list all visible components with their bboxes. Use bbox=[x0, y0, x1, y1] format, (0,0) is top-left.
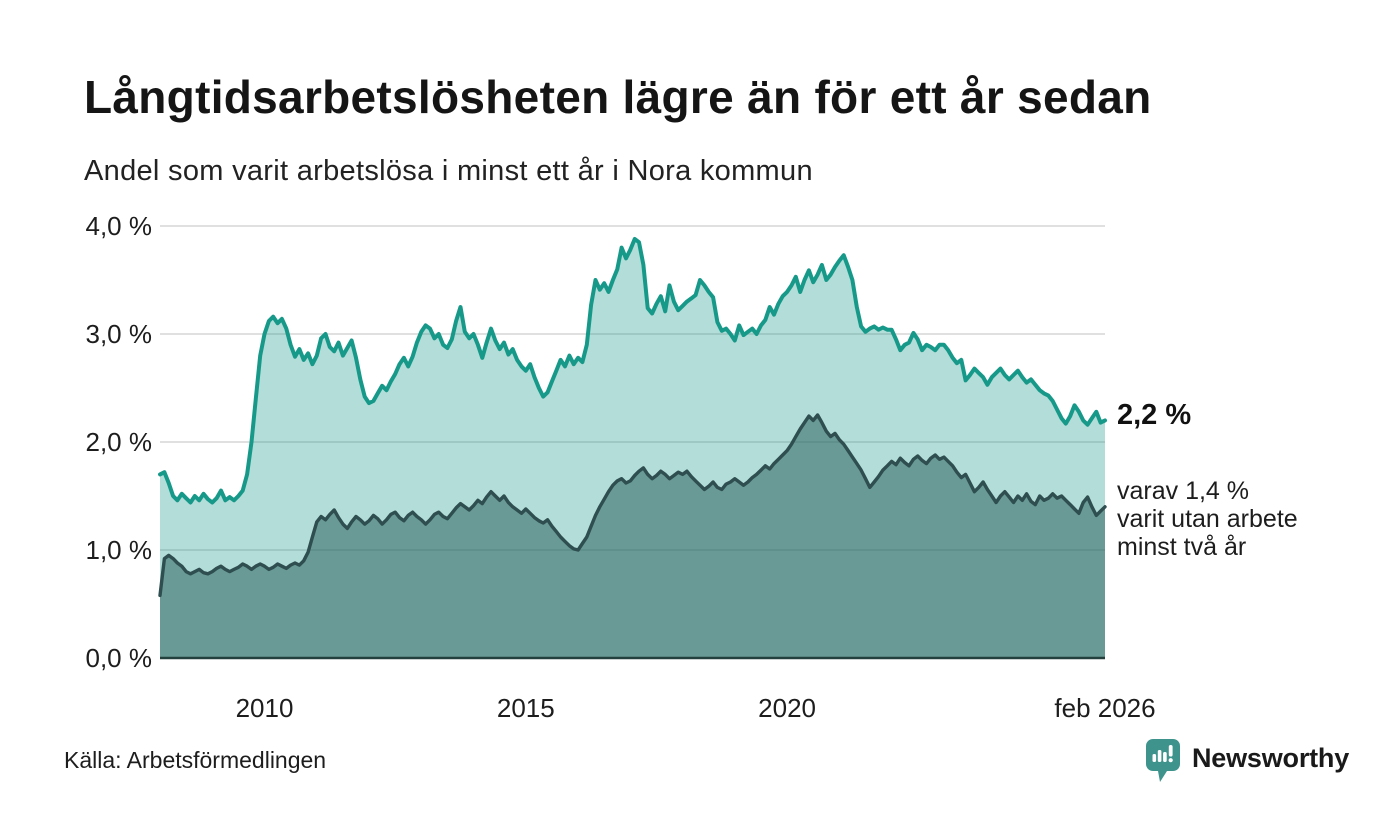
y-axis-tick: 1,0 % bbox=[85, 535, 153, 565]
x-axis-tick: 2020 bbox=[758, 693, 817, 723]
y-axis-tick: 4,0 % bbox=[85, 211, 153, 241]
x-axis-tick: 2010 bbox=[235, 693, 294, 723]
page-title: Långtidsarbetslösheten lägre än för ett … bbox=[84, 71, 1152, 123]
y-axis-tick: 0,0 % bbox=[85, 643, 153, 673]
x-axis-tick: feb 2026 bbox=[1054, 693, 1156, 723]
newsworthy-logo-text: Newsworthy bbox=[1192, 743, 1350, 773]
y-axis-tick: 3,0 % bbox=[85, 319, 153, 349]
page-subtitle: Andel som varit arbetslösa i minst ett å… bbox=[84, 155, 813, 187]
newsworthy-chart-bubble-icon bbox=[1146, 739, 1180, 782]
y-axis-tick: 2,0 % bbox=[85, 427, 153, 457]
series-area-1 bbox=[160, 415, 1105, 658]
series-line-0 bbox=[158, 237, 1107, 505]
newsworthy-logo[interactable]: Newsworthy bbox=[1146, 739, 1349, 783]
series-line-1 bbox=[158, 413, 1107, 598]
x-axis-tick: 2015 bbox=[496, 693, 555, 723]
latest-value-annotation: 2,2 % bbox=[1117, 399, 1192, 431]
breakdown-annotation: varav 1,4 % varit utan arbete minst två … bbox=[1117, 477, 1298, 561]
source-caption: Källa: Arbetsförmedlingen bbox=[64, 747, 327, 773]
